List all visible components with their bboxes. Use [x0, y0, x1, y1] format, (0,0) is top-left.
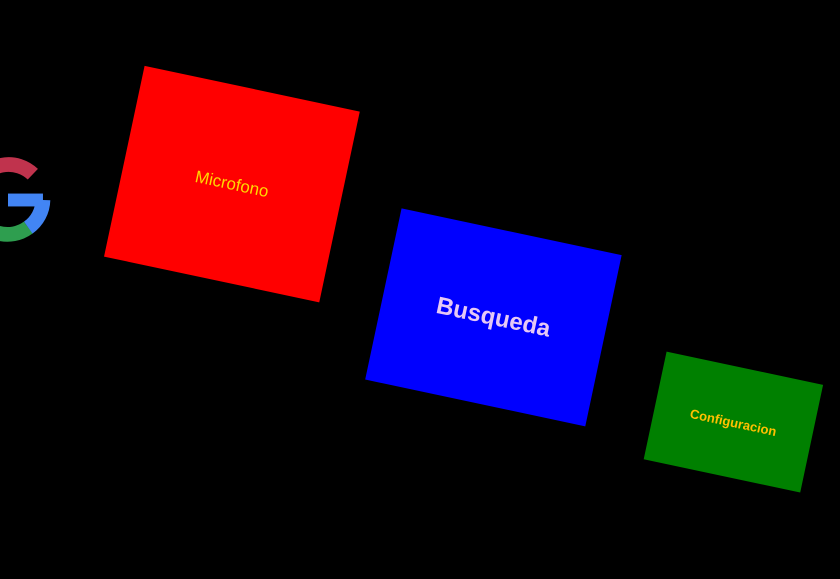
search-button[interactable]: Busqueda: [365, 208, 622, 427]
settings-label: Configuracion: [688, 405, 779, 439]
google-logo-icon[interactable]: [0, 148, 54, 252]
search-label: Busqueda: [433, 291, 554, 343]
microphone-button[interactable]: Microfono: [104, 65, 360, 303]
settings-button[interactable]: Configuracion: [643, 351, 824, 493]
microphone-label: Microfono: [193, 166, 271, 201]
